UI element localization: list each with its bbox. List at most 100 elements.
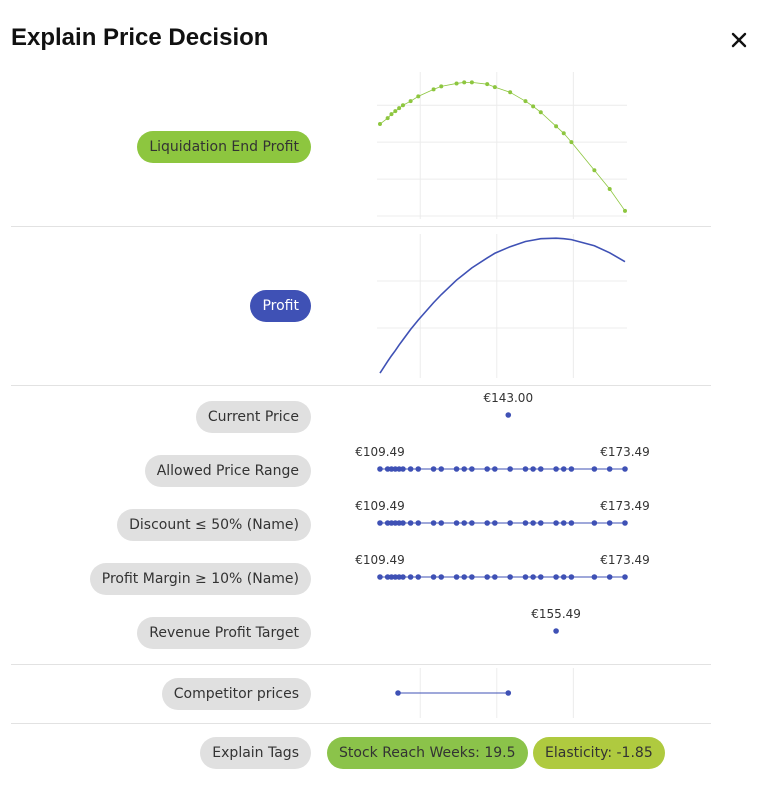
tag: Elasticity: -1.85 [533, 737, 665, 769]
price-dot [388, 466, 395, 472]
point [531, 104, 536, 109]
price-dot [453, 520, 460, 526]
price-dot [469, 520, 475, 526]
point [469, 80, 474, 85]
price-dot [606, 520, 613, 526]
price-dot [553, 574, 559, 580]
price-dot [407, 466, 414, 472]
price-dot [415, 574, 422, 580]
price-dot [396, 466, 402, 472]
price-dot [461, 574, 468, 580]
price-dot [484, 574, 490, 580]
price-dot [415, 520, 422, 526]
price-dot [606, 466, 613, 472]
price-dot [537, 466, 544, 472]
row-label: Liquidation End Profit [137, 131, 311, 163]
price-dot [507, 520, 513, 526]
price-dot [560, 466, 567, 472]
price-dot [530, 574, 536, 580]
price-dot [591, 466, 598, 472]
price-label: €173.49 [600, 499, 650, 513]
price-dot [396, 520, 402, 526]
price-label: €173.49 [600, 445, 650, 459]
price-dot [438, 520, 445, 526]
point [400, 103, 405, 108]
price-dot [553, 628, 559, 634]
price-dot [407, 574, 414, 580]
price-dot [530, 520, 536, 526]
price-dot [384, 520, 391, 526]
tag: Stock Reach Weeks: 19.5 [327, 737, 528, 769]
point [485, 82, 490, 87]
price-dot [388, 574, 395, 580]
price-dot [461, 520, 468, 526]
point [561, 131, 566, 136]
price-dot [568, 520, 575, 526]
price-dot [392, 466, 399, 472]
price-dot [461, 466, 468, 472]
price-dot [377, 574, 383, 580]
price-dot [622, 520, 628, 526]
price-dot [377, 466, 383, 472]
point [416, 94, 421, 99]
competitor-dot [395, 690, 401, 696]
close-button[interactable] [731, 32, 747, 48]
price-dot [522, 520, 529, 526]
price-dot [484, 520, 490, 526]
close-icon[interactable] [731, 32, 747, 48]
price-dot [492, 520, 498, 526]
point [592, 168, 597, 173]
price-dot [606, 574, 613, 580]
point [439, 84, 444, 89]
separator [11, 723, 711, 724]
separator [11, 226, 711, 227]
point [454, 81, 459, 86]
price-dot [492, 574, 498, 580]
row-label: Profit Margin ≥ 10% (Name) [89, 563, 311, 595]
price-dot [384, 574, 391, 580]
point [538, 110, 543, 115]
price-label: €143.00 [483, 391, 533, 405]
point [397, 106, 402, 111]
price-dot [396, 574, 402, 580]
price-dot [507, 466, 513, 472]
point [408, 99, 413, 104]
price-dot [568, 574, 575, 580]
point [431, 87, 436, 92]
price-dot [453, 466, 460, 472]
row-label: Current Price [195, 401, 311, 433]
price-label: €109.49 [355, 553, 405, 567]
point [389, 112, 394, 117]
price-dot [415, 466, 422, 472]
price-dot [484, 466, 490, 472]
row-label: Allowed Price Range [144, 455, 311, 487]
price-dot [622, 466, 628, 472]
price-dot [392, 574, 399, 580]
price-dot [560, 520, 567, 526]
line [379, 237, 626, 374]
price-dot [400, 574, 406, 580]
price-dot [453, 574, 460, 580]
price-dot [430, 466, 437, 472]
separator [11, 664, 711, 665]
line [379, 81, 626, 212]
row-label: Competitor prices [161, 678, 311, 710]
price-label: €173.49 [600, 553, 650, 567]
separator [11, 385, 711, 386]
price-dot [492, 466, 498, 472]
price-dot [553, 520, 559, 526]
point [378, 122, 382, 127]
price-dot [560, 574, 567, 580]
price-dot [384, 466, 391, 472]
price-dot [392, 520, 399, 526]
price-label: €109.49 [355, 499, 405, 513]
price-dot [400, 466, 406, 472]
price-dot [469, 466, 475, 472]
row-label: Profit [250, 290, 311, 322]
price-dot [522, 574, 529, 580]
point [523, 99, 528, 104]
point [554, 124, 559, 129]
point [508, 90, 513, 95]
